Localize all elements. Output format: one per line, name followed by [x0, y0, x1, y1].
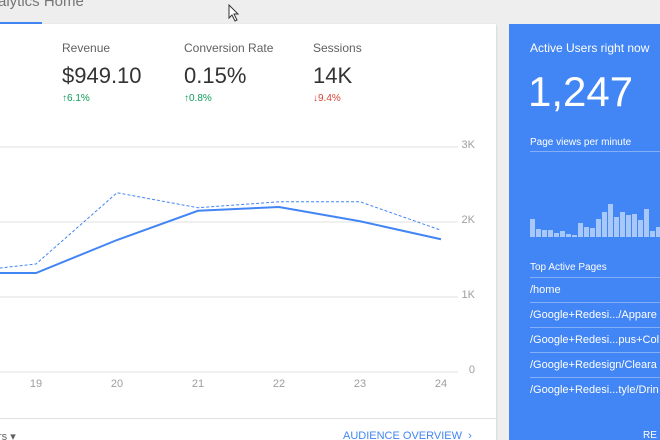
bar — [566, 234, 571, 237]
metric-change-value: 0.8% — [189, 93, 212, 104]
metric-label: Revenue — [62, 41, 111, 55]
metric-change: ↑0.8% — [184, 93, 212, 104]
x-tick-label: 24 — [435, 378, 447, 390]
arrow: ↓ — [313, 93, 318, 104]
date-range[interactable]: rs ▾ — [0, 430, 16, 440]
y-tick-label: 3K — [462, 139, 476, 151]
bar — [650, 231, 655, 237]
bar — [656, 227, 660, 237]
metric-change-value: 6.1% — [67, 93, 90, 104]
bar — [548, 230, 553, 237]
arrow: ↑ — [62, 93, 67, 104]
realtime-card: Active Users right now 1,247 Page views … — [509, 24, 660, 440]
divider — [530, 151, 660, 152]
bar — [554, 233, 559, 237]
bar — [620, 212, 625, 237]
x-tick-label: 20 — [111, 378, 123, 390]
page-link: /Google+Redesi...pus+Col — [530, 334, 660, 346]
page-link: /Google+Redesign/Cleara — [530, 359, 657, 371]
divider — [530, 302, 660, 303]
bar — [578, 223, 583, 237]
y-tick-label: 2K — [462, 214, 476, 226]
bar — [584, 227, 589, 237]
audience-link-label: AUDIENCE OVERVIEW — [343, 430, 462, 440]
realtime-link[interactable]: RE — [643, 430, 657, 440]
metric-value: $949.10 — [62, 63, 142, 88]
bar — [626, 215, 631, 237]
bar — [536, 229, 541, 237]
overview-card: Revenue $949.10 ↑6.1% Conversion Rate 0.15% ↑… — [0, 24, 496, 440]
bar — [572, 235, 577, 237]
page-link: /Google+Redesi.../Appare — [530, 309, 657, 321]
metric-change-value: 9.4% — [318, 93, 341, 104]
cursor — [228, 4, 240, 22]
y-tick-label: 0 — [469, 364, 475, 376]
bar — [644, 209, 649, 237]
divider — [530, 327, 660, 328]
metric-value: 0.15% — [184, 63, 247, 88]
divider — [0, 418, 496, 419]
y-tick-label: 1K — [462, 289, 476, 301]
bar — [542, 230, 547, 237]
date-range-label: rs — [0, 431, 8, 440]
active-users: 1,247 — [528, 68, 634, 115]
page-link: /Google+Redesi...tyle/Drin — [530, 384, 659, 396]
page-title: alytics Home — [0, 0, 84, 10]
tab-indicator — [0, 22, 42, 25]
x-tick-label: 21 — [192, 378, 204, 390]
metric-change: ↑6.1% — [62, 93, 90, 104]
metric-label: Conversion Rate — [184, 41, 274, 55]
bar — [614, 217, 619, 237]
line-series — [0, 192, 442, 269]
chart: 0 1K 2K 3K 19 20 21 22 23 24 — [0, 139, 476, 390]
arrow: ↑ — [184, 93, 189, 104]
bar — [638, 220, 643, 237]
bar — [560, 231, 565, 237]
bar — [596, 219, 601, 237]
top-pages-label: Top Active Pages — [530, 262, 607, 273]
divider — [530, 352, 660, 353]
metric-change: ↓9.4% — [313, 93, 341, 104]
metric-value: 14K — [313, 63, 353, 88]
pageviews-label: Page views per minute — [530, 137, 632, 148]
x-tick-label: 23 — [354, 378, 366, 390]
divider — [530, 377, 660, 378]
x-tick-label: 19 — [30, 378, 42, 390]
bar — [632, 214, 637, 237]
bar — [608, 204, 613, 237]
divider — [530, 277, 660, 278]
bar — [602, 212, 607, 237]
x-tick-label: 22 — [273, 378, 285, 390]
line-series — [0, 205, 442, 274]
pageviews-chart — [530, 204, 660, 237]
audience-link[interactable]: AUDIENCE OVERVIEW › — [343, 430, 472, 440]
page-link: /home — [530, 284, 561, 296]
bar — [590, 228, 595, 237]
realtime-title: Active Users right now — [530, 41, 650, 55]
bar — [530, 219, 535, 237]
metric-label: Sessions — [313, 41, 362, 55]
